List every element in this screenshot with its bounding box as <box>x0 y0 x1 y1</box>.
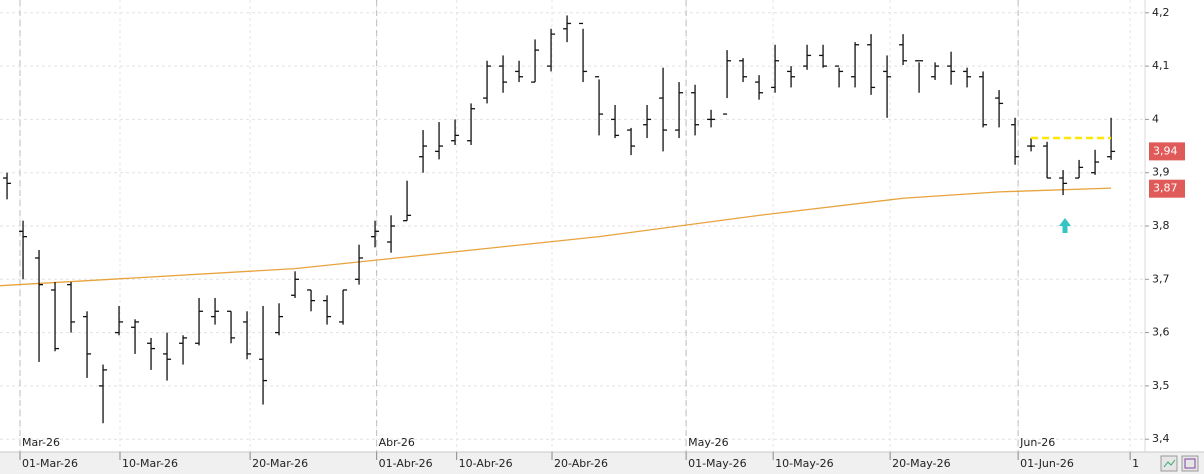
y-tick-label: 4,2 <box>1152 6 1170 19</box>
x-tick-label: 10-May-26 <box>775 457 833 470</box>
moving-average <box>0 187 1112 287</box>
month-label: Abr-26 <box>379 436 415 449</box>
zoom-icon <box>1163 459 1176 468</box>
month-label: May-26 <box>688 436 729 449</box>
save-button[interactable] <box>1181 455 1199 472</box>
price-label: 3,94 <box>1153 144 1178 157</box>
x-tick-label: 01-Jun-26 <box>1020 457 1074 470</box>
x-tick-label: 01-Abr-26 <box>379 457 433 470</box>
month-label: Mar-26 <box>22 436 60 449</box>
y-tick-label: 3,5 <box>1152 379 1170 392</box>
x-tick-label: 10-Abr-26 <box>459 457 513 470</box>
x-tick-label: 01-May-26 <box>688 457 746 470</box>
y-tick-label: 4,1 <box>1152 59 1170 72</box>
x-tick-label: 20-Mar-26 <box>252 457 308 470</box>
price-label: 3,87 <box>1153 182 1178 195</box>
y-tick-label: 3,9 <box>1152 166 1170 179</box>
y-tick-label: 4 <box>1152 112 1159 125</box>
y-tick-label: 3,7 <box>1152 272 1170 285</box>
x-tick-label: 20-Abr-26 <box>554 457 608 470</box>
x-tick-label: 20-May-26 <box>892 457 950 470</box>
y-tick-label: 3,4 <box>1152 432 1170 445</box>
x-tick-label: 01-Mar-26 <box>22 457 78 470</box>
price-label-box <box>1149 142 1185 161</box>
save-icon <box>1184 458 1196 469</box>
x-tick-label: 1 <box>1132 457 1139 470</box>
price-label-box <box>1149 179 1185 198</box>
signal-arrow <box>1059 218 1071 233</box>
x-tick-label: 10-Mar-26 <box>122 457 178 470</box>
x-axis-band <box>0 452 1204 474</box>
y-tick-label: 3,6 <box>1152 326 1170 339</box>
month-label: Jun-26 <box>1019 436 1055 449</box>
toolbar[interactable] <box>1160 455 1199 472</box>
y-tick-label: 3,8 <box>1152 219 1170 232</box>
